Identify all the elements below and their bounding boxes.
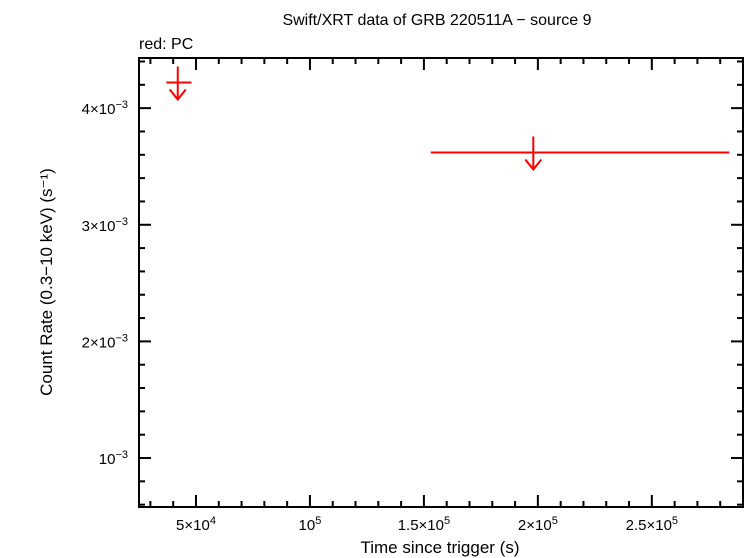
chart-subtitle: red: PC: [139, 36, 193, 53]
x-tick-label: 2×105: [518, 515, 558, 534]
x-tick-label: 105: [299, 515, 322, 534]
y-tick-label: 4×10−3: [82, 99, 128, 118]
axis-ticks: 5×104 105 1.5×105 2×105 2.5×105 10−3 2×10−3 3×1…: [82, 58, 744, 534]
y-axis-label: Count Rate (0.3−10 keV) (s⁻¹): [37, 168, 56, 396]
data-layer: [166, 66, 730, 172]
upper-limit-point: [166, 66, 192, 102]
x-tick-label: 2.5×105: [626, 515, 678, 534]
upper-limit-arrowhead: [524, 158, 543, 172]
y-tick-label: 10−3: [99, 449, 128, 468]
x-tick-label: 5×104: [176, 515, 216, 534]
y-tick-label: 3×10−3: [82, 216, 128, 235]
x-tick-label: 1.5×105: [398, 515, 450, 534]
x-axis-label: Time since trigger (s): [360, 538, 519, 557]
upper-limit-arrowhead: [168, 88, 187, 102]
chart-title: Swift/XRT data of GRB 220511A − source 9: [282, 12, 591, 29]
upper-limit-point: [430, 136, 730, 172]
y-tick-label: 2×10−3: [82, 332, 128, 351]
plot-frame: [138, 57, 744, 508]
